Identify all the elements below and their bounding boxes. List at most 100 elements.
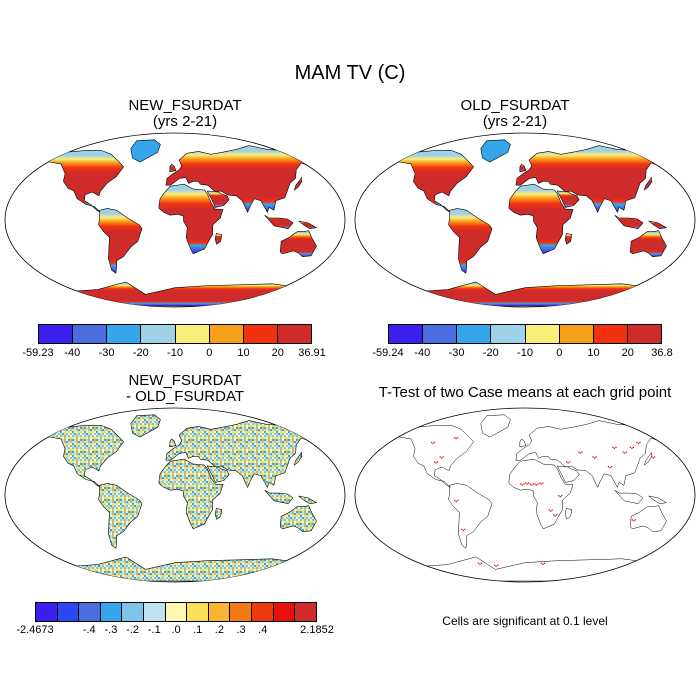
- colorbar-difference: [35, 602, 317, 622]
- colorbar-new-tick-label: -20: [132, 347, 149, 359]
- significance-note: Cells are significant at 0.1 level: [442, 614, 608, 628]
- significant-cell: [581, 451, 583, 453]
- panel2-title-line1: OLD_FSURDAT: [460, 97, 570, 114]
- colorbar-new-swatch: [141, 325, 176, 343]
- significant-cell: [595, 456, 597, 458]
- landmass-southAmerica: [448, 483, 493, 549]
- colorbar-new-tick-label: -10: [167, 347, 183, 359]
- colorbar-old-swatch: [559, 325, 594, 343]
- significant-cell: [607, 466, 610, 468]
- colorbar-old-swatch: [627, 325, 661, 343]
- landmass-arabia: [556, 465, 580, 483]
- significant-cell: [651, 456, 653, 458]
- colorbar-new-tick-label: 0: [206, 347, 213, 359]
- significant-cell: [477, 562, 480, 564]
- significant-cell: [532, 483, 534, 485]
- significant-cell: [495, 565, 497, 567]
- significant-cell: [523, 483, 525, 485]
- landmass-eurasia: [165, 420, 320, 489]
- significant-cell: [636, 441, 638, 444]
- significant-cell: [654, 456, 656, 458]
- significant-cell: [594, 457, 596, 459]
- colorbar-diff-tick-label: -.4: [82, 624, 96, 636]
- significant-cell: [610, 466, 613, 468]
- colorbar-old-tick-label: 36.8: [651, 347, 673, 359]
- landmass-greenland: [480, 414, 511, 438]
- landmass-northAmerica: [36, 425, 124, 488]
- colorbar-diff-tick-label: .4: [258, 624, 268, 636]
- significant-cell: [558, 495, 560, 497]
- significant-cell: [624, 452, 626, 454]
- colorbar-diff-tick-label: -.3: [104, 624, 118, 636]
- landmass-australia: [279, 230, 317, 258]
- landmass-eurasia: [165, 145, 320, 214]
- significant-cell: [629, 446, 631, 448]
- colorbar-old-tick-label: -40: [414, 347, 431, 359]
- landmass-madagascar: [564, 233, 573, 245]
- colorbar-diff-swatch: [208, 603, 231, 621]
- colorbar-new-tick-label: 20: [271, 347, 284, 359]
- colorbar-old-tick-label: -30: [448, 347, 465, 359]
- significant-cell: [559, 496, 561, 498]
- colorbar-old-swatch: [423, 325, 458, 343]
- significant-cell: [453, 437, 456, 439]
- landmass-arabia: [206, 190, 230, 208]
- landmass-japan: [643, 176, 653, 191]
- panel4-title: T-Test of two Case means at each grid po…: [378, 384, 672, 401]
- significant-cell: [534, 483, 536, 485]
- colorbar-diff-swatch: [79, 603, 101, 621]
- significant-cell: [609, 467, 611, 469]
- colorbar-diff-swatch: [230, 603, 253, 621]
- colorbar-old-swatch: [593, 325, 628, 343]
- significant-cell: [535, 484, 538, 486]
- significant-cell: [455, 438, 457, 440]
- significant-cell: [442, 456, 444, 458]
- colorbar-old-tick-label: -59.24: [372, 347, 404, 359]
- significant-cell: [652, 457, 654, 459]
- significant-cell: [622, 451, 624, 453]
- significant-cell: [539, 482, 541, 484]
- panel2-title-line2: (yrs 2-21): [482, 113, 548, 130]
- significant-cell: [433, 441, 436, 444]
- significance-cells: [430, 437, 656, 567]
- landmass-madagascar: [214, 508, 223, 520]
- colorbar-diff-tick-label: -2.4673: [16, 624, 54, 636]
- significant-cell: [480, 562, 483, 564]
- landmass-southAmerica: [448, 208, 493, 274]
- significant-cell: [454, 499, 456, 502]
- significant-cell: [579, 452, 582, 454]
- colorbar-old-tick-label: 10: [587, 347, 600, 359]
- landmass-newGuinea: [648, 220, 668, 230]
- landmass-northAmerica: [386, 150, 474, 213]
- significant-cell: [631, 447, 633, 449]
- landmass-southAmerica: [98, 208, 143, 274]
- significant-cell: [529, 483, 531, 485]
- map-difference: [4, 407, 346, 583]
- colorbar-old-tick-label: -20: [482, 347, 499, 359]
- significant-cell: [634, 519, 636, 521]
- panel1-title-line2: (yrs 2-21): [152, 113, 218, 130]
- significant-cell: [439, 456, 441, 458]
- significant-cell: [637, 442, 640, 445]
- colorbar-new-swatch: [209, 325, 244, 343]
- significant-cell: [531, 484, 533, 486]
- colorbar-old-swatch: [525, 325, 560, 343]
- colorbar-labels-difference: -2.4673 -.4 -.3 -.2 -.1 .0 .1 .2 .3 .4 2.1852: [16, 624, 333, 638]
- landmass-greenland: [130, 414, 161, 438]
- colorbar-new-swatch: [39, 325, 74, 343]
- landmass-indonesia: [264, 489, 294, 505]
- colorbar-new-swatch: [73, 325, 108, 343]
- landmass-japan: [293, 451, 303, 466]
- significant-cell: [455, 500, 457, 503]
- significant-cell: [433, 461, 436, 463]
- significant-cell: [441, 457, 443, 459]
- landmass-northAmerica: [36, 150, 124, 213]
- colorbar-labels-old-fsurdat: -59.24 -40 -30 -20 -10 0 10 20 36.8: [372, 347, 672, 361]
- landmass-newGuinea: [648, 495, 668, 504]
- colorbar-old-swatch: [457, 325, 492, 343]
- colorbar-diff-swatch: [122, 603, 145, 621]
- colorbar-labels-new-fsurdat: -59.23 -40 -30 -20 -10 0 10 20 36.91: [22, 347, 325, 361]
- significant-cell: [554, 515, 556, 517]
- landmass-southAmerica: [98, 483, 143, 549]
- significant-cell: [462, 529, 464, 532]
